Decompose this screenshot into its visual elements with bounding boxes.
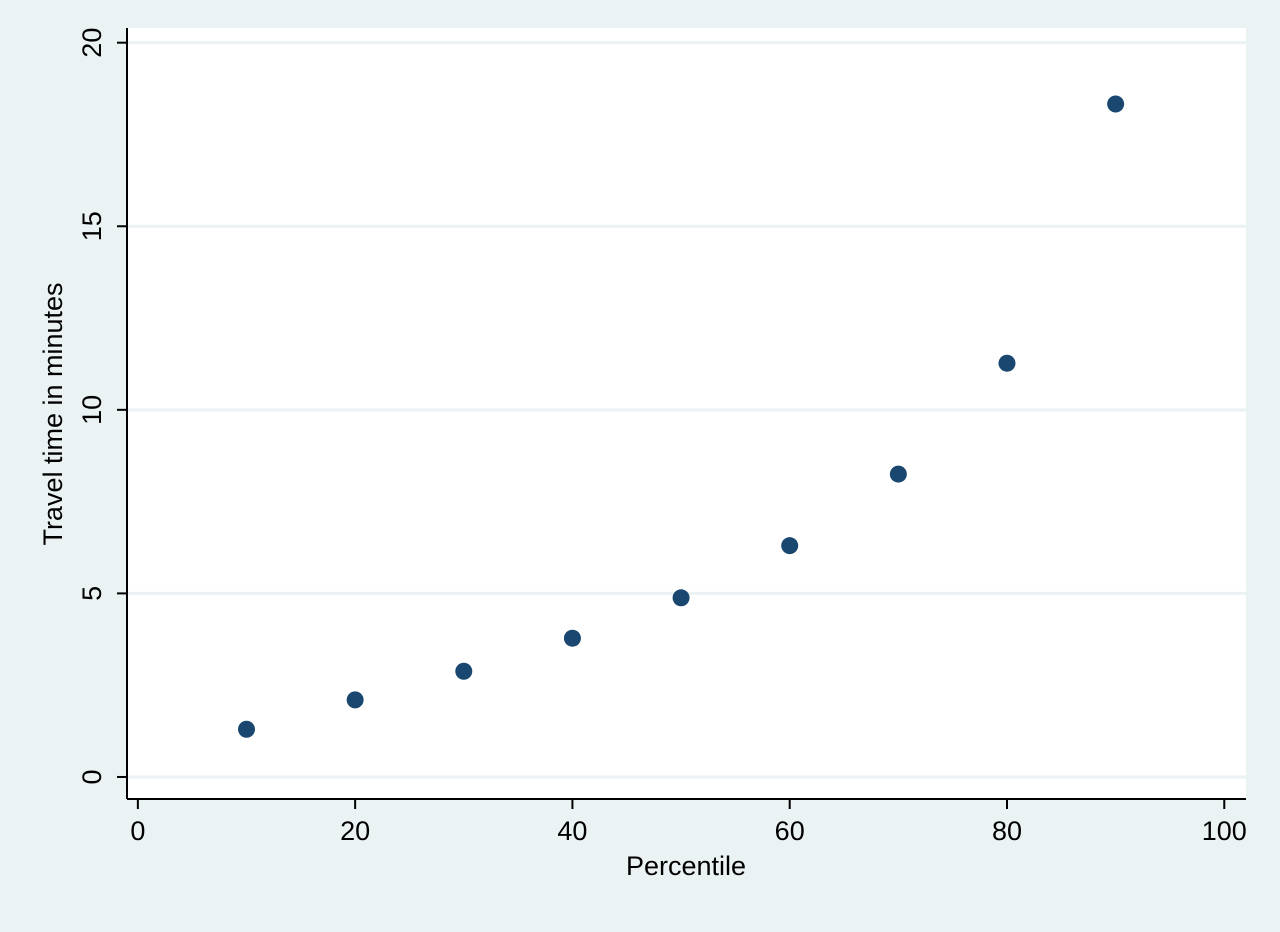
data-point [781, 537, 799, 555]
x-tick-label: 60 [775, 816, 805, 846]
y-tick-label: 20 [77, 28, 107, 58]
y-tick-label: 5 [77, 586, 107, 601]
x-tick-label: 40 [557, 816, 587, 846]
data-point [563, 629, 581, 647]
y-tick-label: 0 [77, 769, 107, 784]
axes [126, 28, 1246, 800]
data-point [889, 465, 907, 483]
y-tick-label: 10 [77, 395, 107, 425]
data-point [346, 691, 364, 709]
data-points [238, 95, 1125, 738]
data-point [238, 720, 256, 738]
y-tick-label: 15 [77, 211, 107, 241]
x-tick-label: 100 [1202, 816, 1247, 846]
y-axis-title: Travel time in minutes [38, 282, 68, 545]
plot-area [127, 28, 1246, 799]
data-point [455, 662, 473, 680]
data-point [1107, 95, 1125, 113]
gridlines [127, 41, 1246, 779]
x-tick-label: 0 [130, 816, 145, 846]
data-point [998, 354, 1016, 372]
x-tick-label: 20 [340, 816, 370, 846]
ticks: 0 5 10 15 20 0 20 40 60 80 100 [77, 28, 1247, 846]
x-axis-title: Percentile [626, 851, 746, 881]
data-point [672, 589, 690, 607]
x-tick-label: 80 [992, 816, 1022, 846]
